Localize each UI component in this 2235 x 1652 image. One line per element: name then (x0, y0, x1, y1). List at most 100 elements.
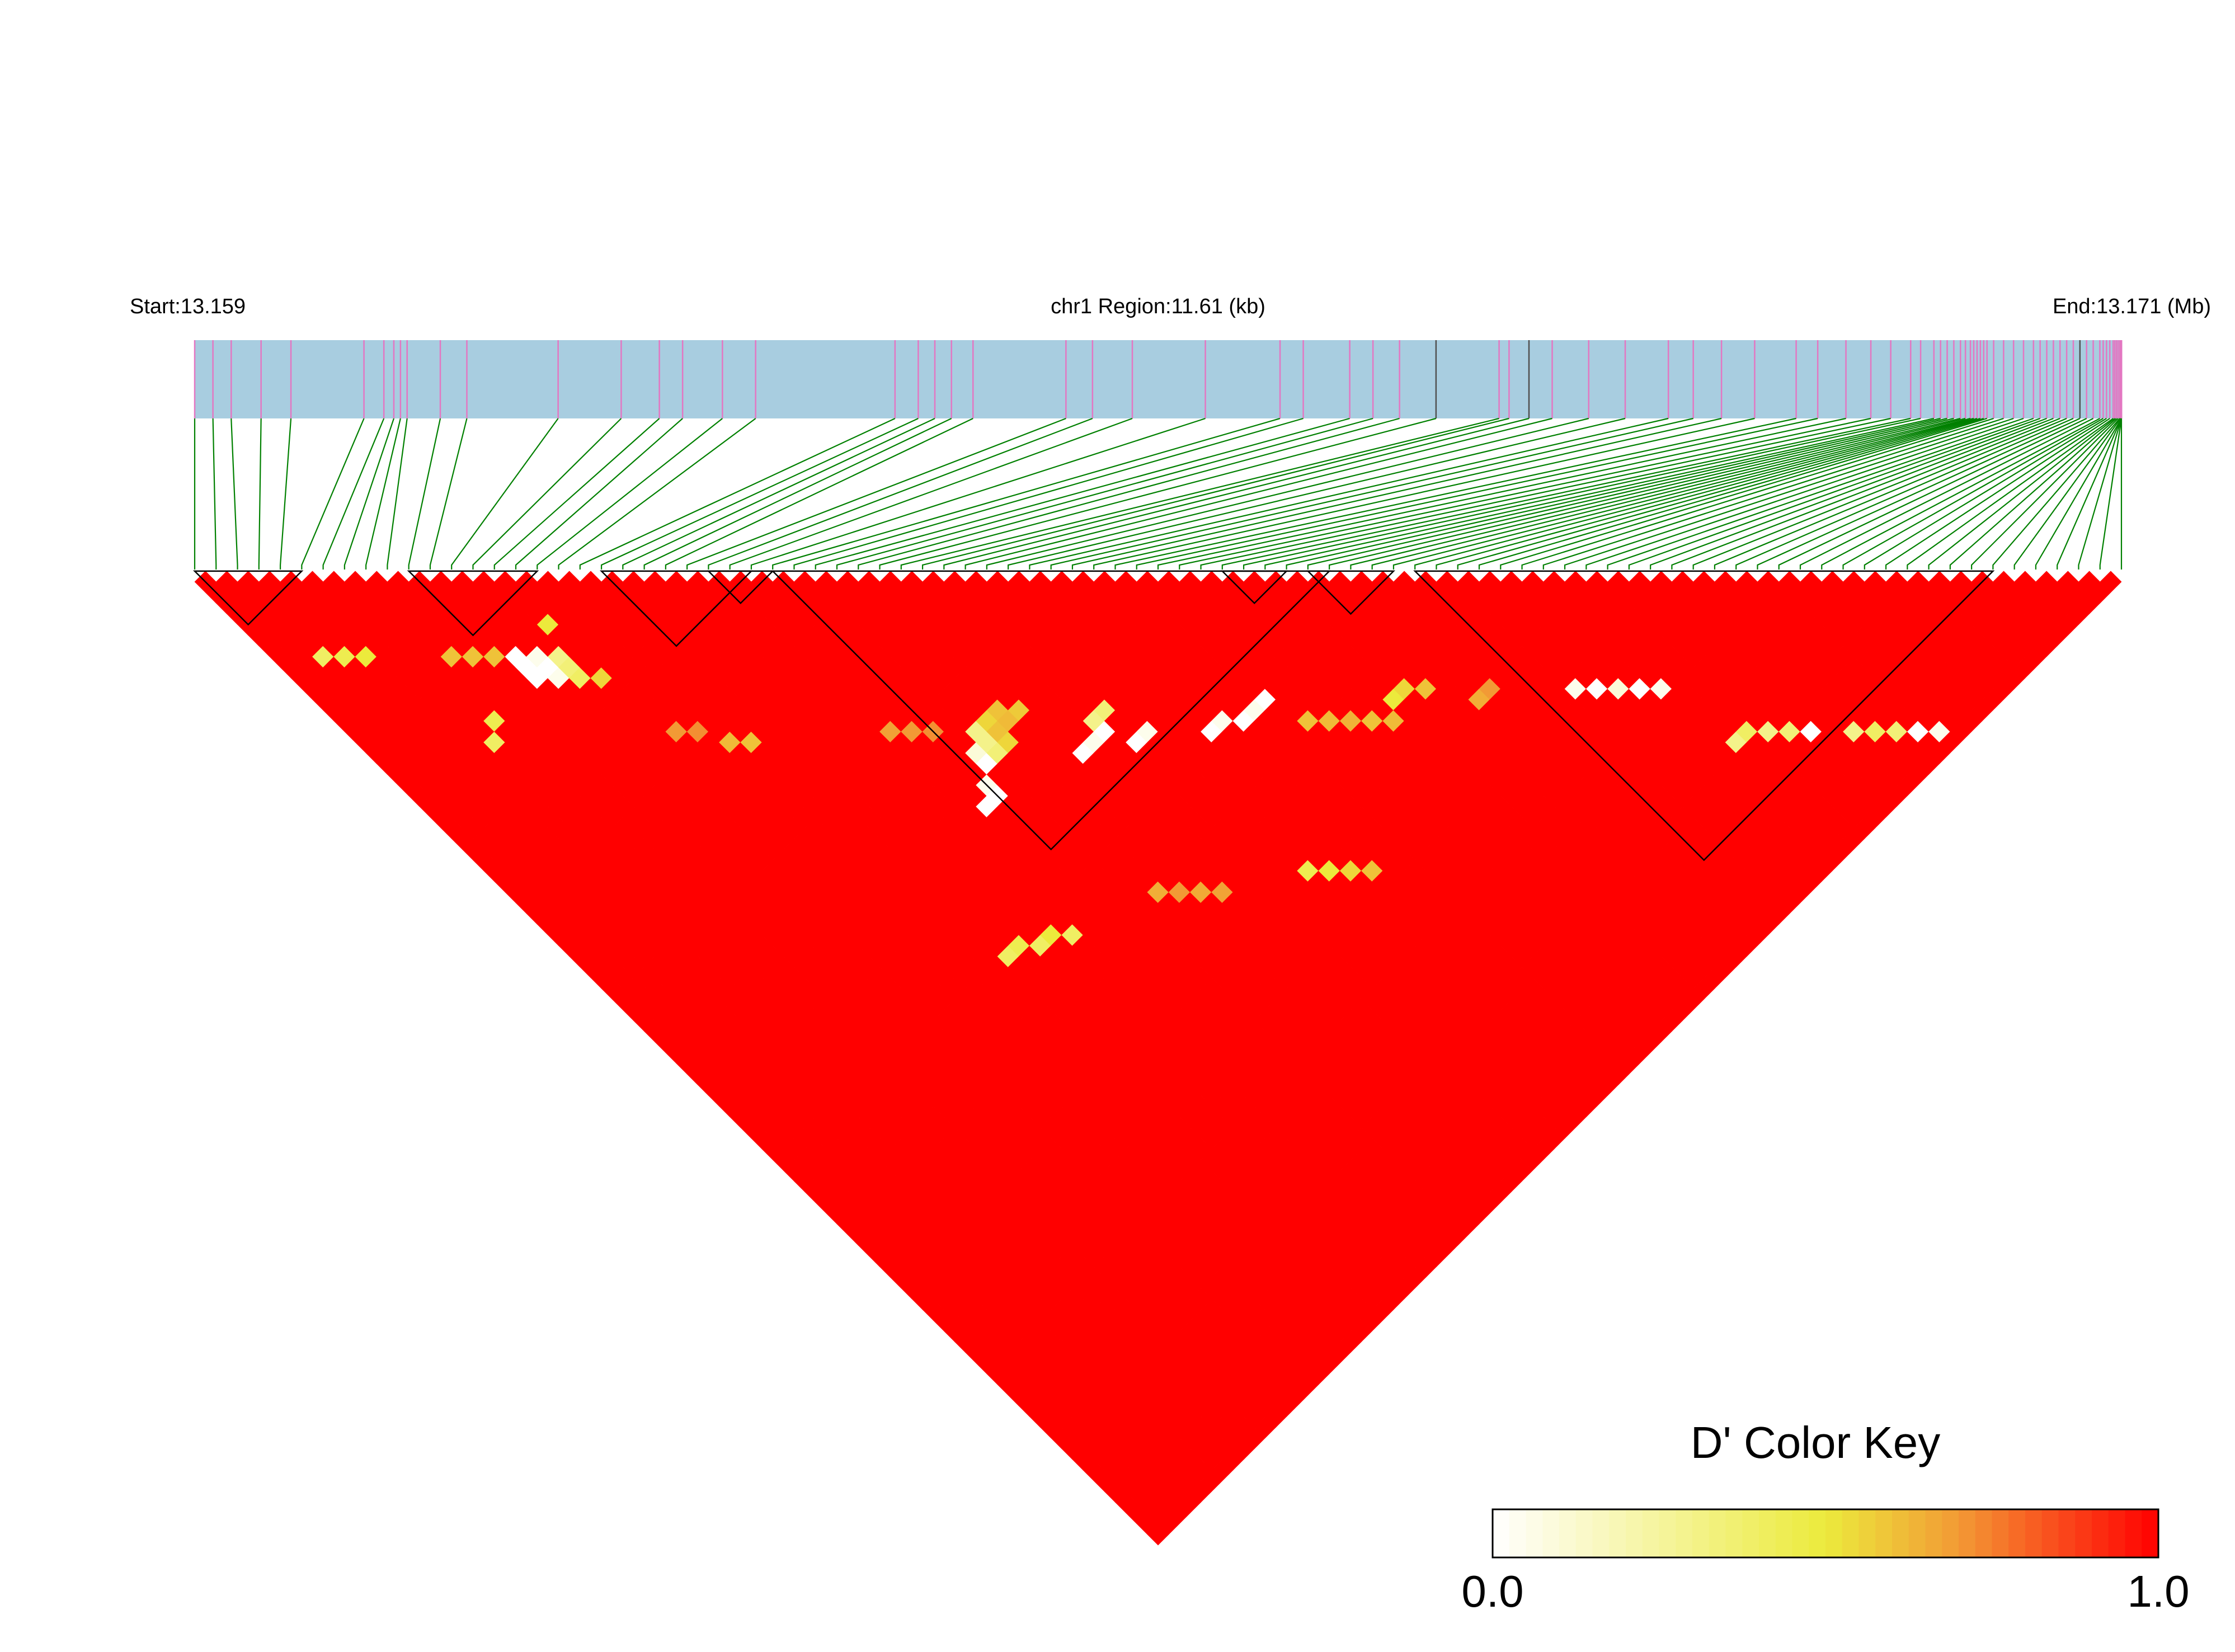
color-key-step (2058, 1509, 2076, 1557)
color-key-step (1592, 1509, 1610, 1557)
snp-connector (1457, 417, 1981, 570)
start-label: Start:13.159 (130, 295, 246, 318)
color-key-step (1575, 1509, 1593, 1557)
color-key-step (2125, 1509, 2142, 1557)
color-key-step (1493, 1509, 1510, 1557)
snp-connector (1928, 418, 2115, 570)
color-key-step (1875, 1509, 1893, 1557)
snp-connector-lines (194, 417, 2123, 570)
snp-connector (387, 418, 408, 570)
snp-connector (1136, 417, 1818, 570)
snp-connector (708, 417, 1093, 570)
snp-connector (1414, 417, 1974, 570)
snp-connector (921, 417, 1509, 570)
snp-connector (750, 417, 1206, 570)
snp-connector (643, 418, 952, 570)
snp-connector (1179, 417, 1871, 570)
snp-connector (836, 417, 1373, 570)
haplotype-blocks (192, 570, 1995, 862)
haplotype-block-outline (1220, 570, 1288, 605)
snp-connector (1521, 417, 1994, 570)
snp-connector (1050, 417, 1693, 570)
color-key-step (2025, 1509, 2043, 1557)
snp-connector (344, 418, 395, 570)
snp-connector (879, 417, 1437, 570)
color-key-step (2008, 1509, 2026, 1557)
snp-ticks (194, 340, 2123, 418)
snp-connector (815, 417, 1350, 570)
color-key-step (1959, 1509, 1976, 1557)
haplotype-block-outline (707, 570, 775, 605)
snp-connector (1585, 417, 2024, 570)
color-key-step (1759, 1509, 1776, 1557)
snp-connector (900, 417, 1499, 570)
snp-connector (1885, 418, 2110, 570)
snp-connector (1864, 418, 2107, 570)
color-key-step (2041, 1509, 2059, 1557)
snp-connector (622, 418, 935, 570)
color-key-step (2108, 1509, 2125, 1557)
snp-connector (1692, 417, 2060, 570)
snp-connector (1757, 417, 2081, 570)
snp-connector (1243, 417, 1921, 570)
color-key-step (1609, 1509, 1626, 1557)
snp-connector (1478, 417, 1984, 570)
snp-connector (1157, 417, 1846, 570)
snp-connector (1778, 418, 2087, 570)
snp-connector (1200, 417, 1891, 570)
snp-connector (1907, 418, 2114, 570)
color-key-step (1742, 1509, 1759, 1557)
snp-connector (793, 417, 1304, 570)
color-key-step (1642, 1509, 1659, 1557)
color-key-title: D' Color Key (1691, 1418, 1941, 1467)
color-key-step (1559, 1509, 1577, 1557)
snp-connector (1799, 418, 2094, 570)
snp-connector (686, 417, 1066, 570)
color-key-step (2142, 1509, 2159, 1557)
snp-connector (986, 417, 1589, 570)
color-key-step (1975, 1509, 1992, 1557)
snp-connector (1371, 417, 1966, 570)
snp-connector (1671, 417, 2054, 570)
snp-connector (772, 417, 1281, 570)
snp-position-bar (195, 340, 2121, 418)
snp-connector (1842, 418, 2104, 570)
snp-connector (665, 418, 973, 570)
snp-connector (472, 418, 622, 570)
color-key-step (1858, 1509, 1876, 1557)
ld-matrix (194, 571, 2122, 1546)
snp-connector (1607, 417, 2034, 570)
color-key-min-label: 0.0 (1461, 1566, 1523, 1616)
snp-connector (258, 418, 262, 570)
end-label: End:13.171 (Mb) (2053, 295, 2211, 318)
snp-connector (2099, 418, 2123, 570)
color-key-step (1692, 1509, 1710, 1557)
color-key-max-label: 1.0 (2127, 1566, 2189, 1616)
snp-connector (1264, 417, 1935, 570)
snp-connector (451, 418, 559, 570)
color-key-step (1792, 1509, 1809, 1557)
snp-connector (858, 417, 1400, 570)
snp-connector (1307, 417, 1947, 570)
color-key-step (1992, 1509, 2009, 1557)
color-key-step (1892, 1509, 1909, 1557)
snp-connector (322, 418, 385, 570)
snp-connector (1821, 418, 2100, 570)
snp-connector (1221, 417, 1911, 570)
haplotype-block-outline (1413, 570, 1995, 862)
snp-connector (1714, 417, 2067, 570)
snp-connector (964, 417, 1552, 570)
snp-connector (1114, 417, 1796, 570)
color-key-step (1626, 1509, 1643, 1557)
color-key-step (1526, 1509, 1543, 1557)
color-key-step (1825, 1509, 1843, 1557)
color-key-border (1491, 1508, 2159, 1559)
snp-connector (408, 418, 441, 570)
color-key-step (1809, 1509, 1826, 1557)
snp-connector (1971, 418, 2119, 570)
snp-connector (2078, 418, 2123, 570)
snp-connector (1650, 417, 2047, 570)
snp-connector (943, 417, 1530, 570)
color-key-step (1942, 1509, 1959, 1557)
